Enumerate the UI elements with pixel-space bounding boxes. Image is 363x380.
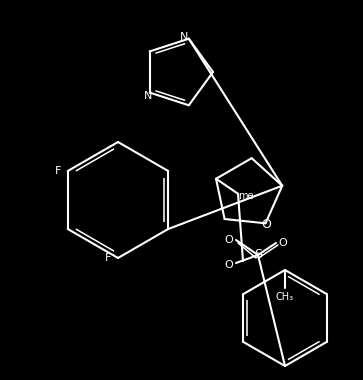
Text: O: O (262, 218, 272, 231)
Text: CH₃: CH₃ (276, 292, 294, 302)
Text: N: N (143, 90, 152, 101)
Text: me: me (238, 191, 254, 201)
Text: F: F (54, 166, 61, 176)
Text: S: S (254, 249, 262, 261)
Text: O: O (279, 238, 287, 248)
Text: O: O (225, 235, 233, 245)
Text: F: F (105, 253, 111, 263)
Text: O: O (225, 260, 233, 270)
Text: N: N (180, 32, 188, 42)
